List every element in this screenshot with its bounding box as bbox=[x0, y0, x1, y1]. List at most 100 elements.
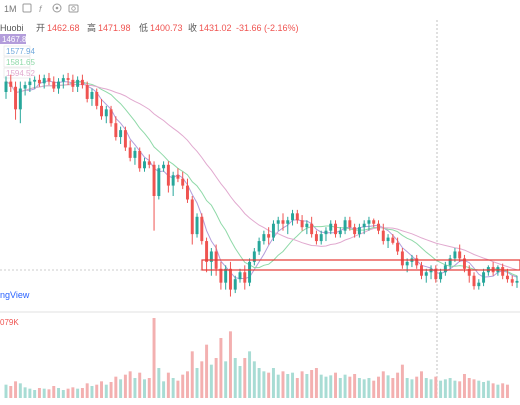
candle-body bbox=[80, 79, 84, 86]
volume-bar bbox=[181, 374, 185, 398]
candle bbox=[128, 140, 132, 162]
candle bbox=[448, 254, 452, 269]
volume-bar bbox=[367, 378, 371, 398]
candle-body bbox=[305, 223, 309, 228]
candle-body bbox=[367, 220, 371, 224]
volume-bar bbox=[166, 372, 170, 398]
candle-body bbox=[439, 272, 443, 280]
candle-body bbox=[138, 150, 142, 169]
volume-bar bbox=[305, 374, 309, 398]
candle-body bbox=[133, 150, 137, 158]
candle-body bbox=[501, 267, 505, 276]
volume-bar bbox=[33, 390, 37, 398]
volume-bar bbox=[276, 374, 280, 398]
volume-bar bbox=[486, 380, 490, 398]
candle-body bbox=[348, 220, 352, 228]
volume-bar bbox=[271, 368, 275, 398]
candle bbox=[353, 223, 357, 238]
volume-bar bbox=[219, 338, 223, 398]
candle bbox=[462, 254, 466, 273]
volume-bar bbox=[243, 358, 247, 398]
candle bbox=[171, 171, 175, 196]
volume-bar bbox=[100, 381, 103, 398]
settings-icon[interactable] bbox=[52, 3, 62, 13]
candle bbox=[28, 78, 32, 92]
camera-icon[interactable] bbox=[68, 4, 79, 13]
candle bbox=[286, 216, 290, 235]
volume-bar bbox=[424, 378, 428, 398]
candle bbox=[372, 218, 376, 228]
candle-body bbox=[143, 161, 146, 169]
candle bbox=[396, 237, 400, 255]
volume-bar bbox=[152, 318, 156, 398]
volume-bar bbox=[400, 364, 404, 398]
volume-bar bbox=[291, 372, 295, 398]
volume-bar bbox=[295, 378, 299, 398]
volume-bar bbox=[482, 382, 486, 398]
volume-bar bbox=[18, 383, 22, 398]
volume-bar bbox=[4, 384, 8, 398]
candle-body bbox=[162, 164, 166, 169]
candle bbox=[324, 227, 328, 242]
volume-bar bbox=[467, 378, 471, 398]
volume-bar bbox=[233, 358, 237, 398]
ma-label-bg-2 bbox=[3, 45, 31, 57]
candle bbox=[52, 76, 56, 92]
candle bbox=[47, 72, 51, 86]
volume-bar bbox=[66, 388, 70, 398]
interval-button[interactable]: 1M bbox=[4, 4, 17, 14]
volume-bar bbox=[147, 378, 151, 398]
indicator-icon[interactable]: f bbox=[39, 4, 43, 14]
candle bbox=[305, 220, 309, 235]
volume-bar bbox=[324, 376, 328, 398]
candle bbox=[472, 272, 476, 290]
ma-label-2: 1577.94 bbox=[6, 47, 35, 56]
volume-bar bbox=[496, 384, 500, 398]
volume-bar bbox=[205, 344, 209, 398]
candle bbox=[157, 164, 161, 200]
candle-body bbox=[123, 130, 127, 148]
volume-bar bbox=[133, 378, 137, 398]
candle bbox=[133, 147, 137, 165]
candle bbox=[114, 116, 118, 141]
volume-bar bbox=[377, 376, 380, 398]
volume-bar bbox=[57, 388, 61, 398]
candle bbox=[267, 227, 271, 245]
candle bbox=[343, 216, 347, 235]
candle-body bbox=[52, 81, 56, 89]
candle bbox=[310, 216, 314, 238]
candle bbox=[152, 161, 156, 231]
candle bbox=[228, 261, 232, 297]
candle bbox=[334, 220, 338, 238]
volume-bar bbox=[257, 368, 261, 398]
candle-body bbox=[338, 230, 342, 235]
volume-bar bbox=[429, 379, 433, 398]
volume-bar bbox=[381, 371, 385, 398]
candle bbox=[458, 244, 462, 262]
volume-bar bbox=[162, 381, 166, 398]
candle-body bbox=[396, 242, 400, 252]
candle-body bbox=[66, 78, 70, 80]
candle bbox=[85, 81, 89, 103]
candle bbox=[224, 265, 228, 290]
candle bbox=[505, 268, 509, 283]
volume-bar bbox=[434, 376, 438, 398]
volume-bar bbox=[123, 374, 127, 398]
close-label: 收 bbox=[188, 22, 197, 33]
candle-body bbox=[76, 79, 80, 87]
candle-body bbox=[9, 81, 13, 87]
candle-body bbox=[224, 268, 228, 283]
candle-body bbox=[228, 268, 232, 290]
candle bbox=[100, 98, 103, 120]
candle-body bbox=[286, 220, 290, 224]
candle-body bbox=[453, 251, 457, 259]
volume-bar bbox=[348, 376, 352, 398]
candle bbox=[238, 268, 242, 283]
candle-body bbox=[28, 81, 32, 86]
volume-bar bbox=[396, 372, 400, 398]
candle-style-icon[interactable] bbox=[22, 3, 32, 13]
volume-bar bbox=[200, 361, 204, 398]
ma-label-bg-1 bbox=[0, 34, 26, 44]
